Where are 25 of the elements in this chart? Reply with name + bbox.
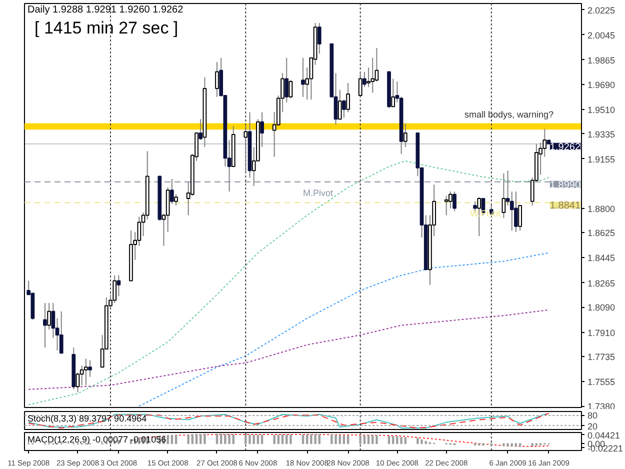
annotation: 1.9262 [550, 142, 581, 153]
y-tick-label: 1.9335 [588, 129, 616, 140]
annotation: 1.8990 [550, 180, 581, 191]
y-tick-label: 1.7735 [588, 352, 616, 362]
y-tick-label: 1.8090 [588, 302, 616, 313]
y-tick-label: 1.7555 [588, 377, 616, 388]
y-tick-label: 1.8625 [588, 228, 616, 238]
y-tick-label: 1.8445 [588, 253, 616, 264]
y-tick-label: 20 [588, 421, 598, 432]
y-tick-label: 2.0225 [588, 5, 616, 16]
y-tick-label: 0.04421 [588, 430, 620, 440]
chart-title: Daily 1.9288 1.9291 1.9260 1.9262 [28, 4, 184, 16]
y-tick-label: 1.9865 [588, 55, 616, 66]
y-tick-label: 1.9155 [588, 154, 616, 164]
y-tick-label: 1.9690 [588, 80, 616, 90]
y-tick-label: 1.9510 [588, 104, 616, 115]
chart-title: MACD(12,26,9) -0.00077 -0.01056 [28, 434, 166, 444]
y-tick-label: 1.7910 [588, 328, 616, 338]
y-tick-label: 1.8800 [588, 204, 616, 214]
y-tick-label: 1.8265 [588, 278, 616, 288]
y-tick-label: 80 [588, 410, 598, 421]
band-label: small bodys, warning? [464, 109, 554, 120]
text: [ 1415 min 27 sec ] [34, 18, 178, 38]
ref-line-label: M.Pivot [303, 188, 334, 198]
y-tick-label: 2.0045 [588, 30, 616, 40]
